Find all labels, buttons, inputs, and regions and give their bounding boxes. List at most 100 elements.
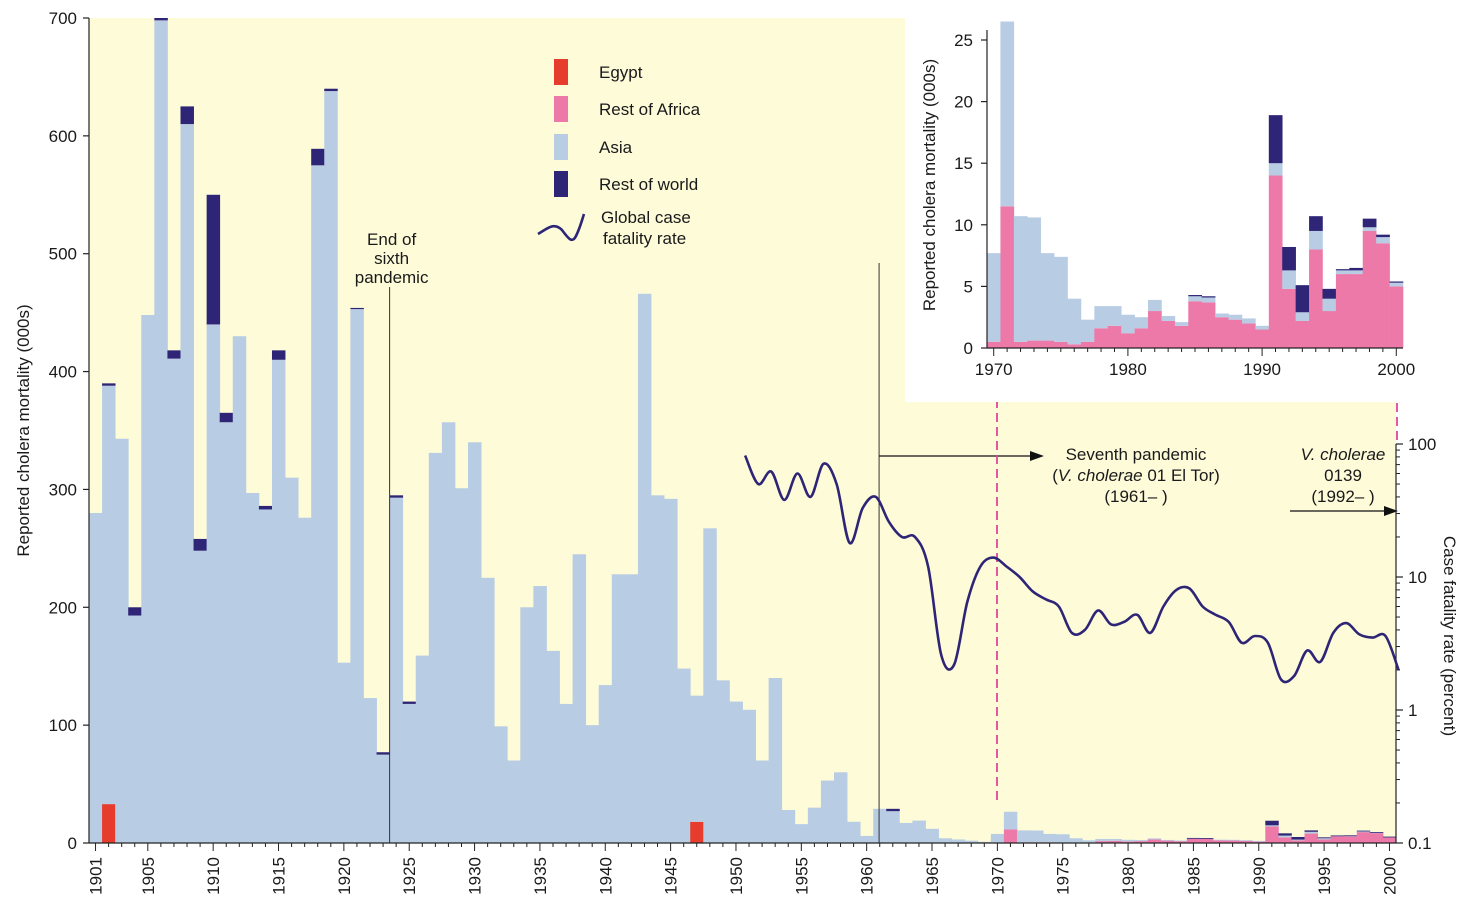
bar-rest-of-africa-1989 bbox=[1239, 840, 1253, 843]
seventh-pandemic-label-line2: (V. cholerae 01 El Tor) bbox=[1052, 466, 1220, 485]
main-y-tick-label-400: 400 bbox=[49, 363, 77, 382]
main-y-axis-label: Reported cholera mortality (000s) bbox=[14, 304, 33, 556]
bar-asia-1972 bbox=[1016, 830, 1031, 843]
bar-asia-1980 bbox=[1121, 839, 1135, 842]
inset-bar-asia-1975 bbox=[1054, 256, 1068, 342]
bar-rest-of-world-1902 bbox=[102, 383, 116, 386]
bar-asia-1936 bbox=[546, 650, 560, 843]
bar-asia-1916 bbox=[285, 477, 299, 843]
bar-rest-of-world-1906 bbox=[154, 18, 168, 21]
bar-rest-of-world-1915 bbox=[271, 350, 286, 360]
main-x-tick-label-1980: 1980 bbox=[1119, 857, 1138, 895]
end-sixth-pandemic-label-line1: End of bbox=[367, 230, 416, 249]
bar-asia-1935 bbox=[533, 586, 547, 843]
bar-asia-1991 bbox=[1265, 825, 1279, 827]
bar-asia-1990 bbox=[1252, 840, 1266, 842]
bar-rest-of-world-1998 bbox=[1356, 830, 1371, 832]
inset-bar-rest-of-africa-1979 bbox=[1107, 325, 1122, 348]
bar-rest-of-world-1907 bbox=[167, 350, 181, 359]
legend-swatch-rest-of-world bbox=[554, 171, 568, 197]
right-tick-label-10: 10 bbox=[1408, 568, 1427, 587]
bar-rest-of-world-2000 bbox=[1382, 836, 1397, 838]
legend-swatch-fatality-line bbox=[537, 213, 586, 242]
o139-label-line2: 0139 bbox=[1324, 466, 1362, 485]
inset-bar-rest-of-world-1998 bbox=[1362, 218, 1377, 228]
legend-label-fatality-line1: Global case bbox=[601, 208, 691, 227]
inset-y-tick-label-10: 10 bbox=[954, 216, 973, 235]
bar-rest-of-world-1992 bbox=[1278, 833, 1292, 836]
bar-asia-1984 bbox=[1173, 840, 1188, 842]
inset-bar-asia-1980 bbox=[1121, 314, 1135, 334]
bar-rest-of-africa-1990 bbox=[1252, 841, 1266, 843]
case-fatality-axis: 100 10 1 0.1 bbox=[1395, 435, 1436, 853]
bar-asia-1938 bbox=[572, 554, 587, 843]
bar-asia-1906 bbox=[154, 20, 168, 844]
fatality-rate-line bbox=[743, 454, 1400, 684]
bar-asia-1965 bbox=[925, 828, 939, 843]
inset-bars-group bbox=[987, 21, 1404, 348]
inset-bar-rest-of-world-1985 bbox=[1188, 295, 1203, 297]
legend-swatch-asia bbox=[554, 134, 568, 160]
inset-bar-asia-1998 bbox=[1362, 227, 1377, 231]
bar-rest-of-world-1924 bbox=[389, 495, 404, 498]
bar-asia-1917 bbox=[298, 517, 312, 843]
bar-rest-of-africa-1998 bbox=[1356, 831, 1371, 843]
bar-asia-1943 bbox=[637, 293, 652, 843]
bar-asia-1934 bbox=[520, 607, 534, 843]
inset-bar-asia-1996 bbox=[1335, 270, 1350, 275]
bar-rest-of-africa-1983 bbox=[1160, 840, 1175, 843]
inset-bar-rest-of-africa-1999 bbox=[1376, 243, 1390, 348]
inset-bar-asia-1987 bbox=[1215, 313, 1229, 318]
bar-asia-1956 bbox=[807, 807, 822, 843]
bar-asia-1957 bbox=[820, 780, 835, 843]
main-x-tick-label-1975: 1975 bbox=[1054, 857, 1073, 895]
main-x-tick-label-1970: 1970 bbox=[988, 857, 1007, 895]
bar-rest-of-world-1994 bbox=[1304, 830, 1318, 832]
bar-asia-1998 bbox=[1356, 831, 1371, 833]
inset-bar-asia-1970 bbox=[987, 253, 1001, 342]
bar-rest-of-world-1911 bbox=[219, 412, 234, 423]
bar-asia-1946 bbox=[677, 668, 691, 843]
inset-bar-rest-of-africa-1987 bbox=[1215, 317, 1229, 348]
inset-bar-asia-1993 bbox=[1295, 312, 1310, 321]
inset-bar-rest-of-world-1992 bbox=[1282, 246, 1296, 271]
inset-bar-rest-of-africa-1994 bbox=[1309, 249, 1323, 348]
legend-label-egypt: Egypt bbox=[599, 63, 643, 82]
inset-bar-asia-1972 bbox=[1013, 216, 1028, 342]
bar-rest-of-world-1997 bbox=[1343, 835, 1358, 837]
bar-asia-1953 bbox=[768, 678, 783, 843]
inset-bar-asia-1979 bbox=[1107, 306, 1122, 326]
main-x-tick-label-1945: 1945 bbox=[662, 857, 681, 895]
bar-asia-1968 bbox=[964, 840, 979, 843]
inset-bar-rest-of-africa-1992 bbox=[1282, 288, 1296, 348]
bar-asia-1930 bbox=[468, 442, 482, 843]
seventh-pandemic-label-line3: (1961– ) bbox=[1104, 487, 1167, 506]
o139-label-line1: V. cholerae bbox=[1301, 445, 1386, 464]
bar-asia-1929 bbox=[454, 488, 469, 843]
bar-asia-1963 bbox=[899, 822, 913, 843]
inset-bar-rest-of-africa-1972 bbox=[1013, 341, 1028, 348]
bar-asia-1978 bbox=[1095, 838, 1109, 842]
bar-rest-of-africa-1980 bbox=[1121, 841, 1135, 843]
seventh-strain: 01 El Tor) bbox=[1143, 466, 1220, 485]
bar-asia-1919 bbox=[324, 91, 338, 844]
bar-rest-of-africa-1995 bbox=[1317, 839, 1332, 843]
inset-y-tick-label-0: 0 bbox=[964, 339, 973, 358]
bar-asia-1905 bbox=[141, 315, 155, 843]
bar-asia-1973 bbox=[1030, 830, 1044, 843]
bar-asia-1923 bbox=[376, 754, 391, 843]
inset-y-tick-label-25: 25 bbox=[954, 31, 973, 50]
bar-rest-of-world-1999 bbox=[1369, 832, 1384, 833]
inset-bar-asia-1986 bbox=[1201, 297, 1216, 303]
inset-bar-rest-of-africa-1993 bbox=[1295, 320, 1310, 348]
inset-bar-rest-of-world-1991 bbox=[1268, 115, 1283, 164]
main-x-tick-label-1930: 1930 bbox=[466, 857, 485, 895]
inset-bar-rest-of-world-1997 bbox=[1349, 267, 1364, 271]
inset-bar-asia-1992 bbox=[1282, 270, 1296, 289]
inset-axes: 0 5 10 15 20 25 1970 1980 1990 2000 bbox=[954, 30, 1415, 379]
inset-bar-asia-1978 bbox=[1094, 306, 1109, 329]
inset-bar-rest-of-africa-1981 bbox=[1134, 328, 1149, 348]
legend: Egypt Rest of Africa Asia Rest of world Glob… bbox=[537, 59, 701, 248]
bar-asia-1987 bbox=[1213, 839, 1227, 841]
bar-asia-1924 bbox=[389, 497, 404, 843]
